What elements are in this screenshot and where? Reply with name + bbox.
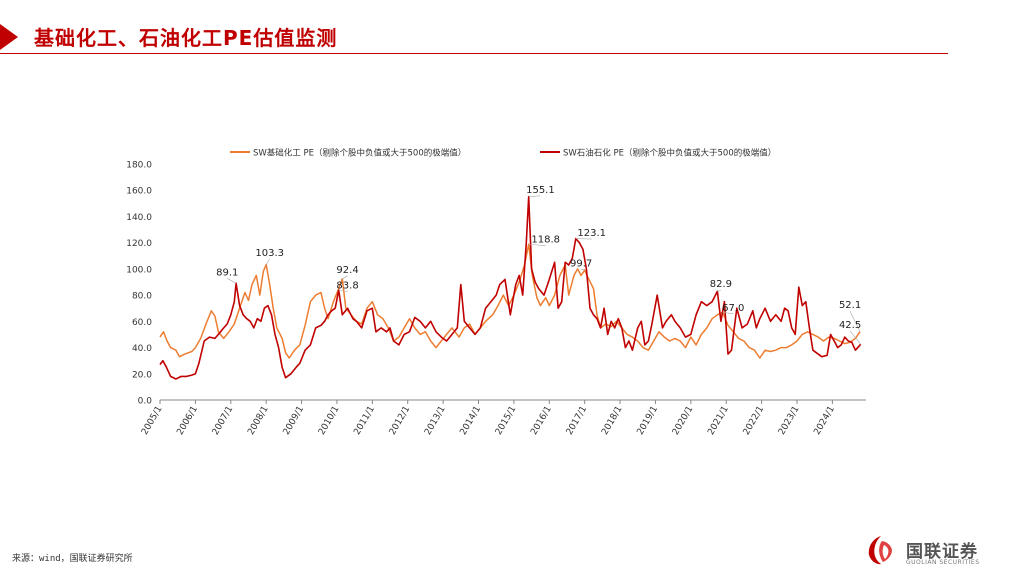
x-tick-label: 2006/1	[175, 405, 199, 437]
x-tick-label: 2005/1	[140, 405, 164, 437]
annotation-leader-line	[265, 258, 270, 265]
title-arrow-icon	[0, 24, 18, 50]
series-line-petrochemicals	[159, 195, 862, 380]
y-tick-label: 0.0	[138, 397, 153, 407]
annotation-leader-line	[849, 311, 861, 332]
annotation-leader-line	[528, 243, 546, 246]
data-label: 118.8	[531, 235, 560, 246]
logo-name-cn: 国联证券	[906, 542, 978, 562]
x-tick-label: 2024/1	[812, 405, 836, 437]
y-tick-label: 100.0	[126, 265, 152, 275]
annotation-leader-line	[722, 311, 734, 315]
data-label: 92.4	[336, 265, 358, 276]
annotation-leader-line	[342, 275, 348, 280]
y-tick-label: 80.0	[132, 292, 152, 302]
x-tick-label: 2022/1	[742, 405, 766, 437]
y-tick-label: 60.0	[132, 318, 152, 328]
y-tick-label: 120.0	[126, 239, 152, 249]
annotation-leader-line	[338, 289, 348, 292]
annotation-leader-line	[849, 330, 861, 345]
data-label: 155.1	[526, 185, 555, 196]
company-logo: 国联证券 GUOLIAN SECURITIES	[866, 533, 996, 573]
data-label: 52.1	[839, 300, 861, 311]
x-tick-label: 2020/1	[671, 405, 695, 437]
y-tick-label: 20.0	[132, 370, 152, 380]
data-label: 123.1	[577, 228, 606, 239]
x-tick-label: 2018/1	[600, 405, 624, 437]
legend-label: SW石油石化 PE（剔除个股中负值或大于500的极端值）	[563, 148, 776, 159]
x-tick-label: 2012/1	[388, 405, 412, 437]
x-tick-label: 2019/1	[636, 405, 660, 437]
data-label: 99.7	[570, 258, 592, 269]
annotation-leader-line	[717, 289, 721, 292]
x-tick-label: 2009/1	[282, 405, 306, 437]
data-label: 82.9	[710, 279, 732, 290]
x-tick-label: 2021/1	[706, 405, 730, 437]
data-label: 89.1	[216, 267, 238, 278]
data-label: 67.0	[722, 303, 744, 314]
y-tick-label: 140.0	[126, 213, 152, 223]
x-tick-label: 2010/1	[317, 405, 341, 437]
x-tick-label: 2023/1	[777, 405, 801, 437]
x-tick-label: 2014/1	[459, 404, 483, 436]
x-tick-label: 2011/1	[352, 405, 376, 437]
annotation-leader-line	[528, 195, 541, 197]
logo-name-en: GUOLIAN SECURITIES	[906, 559, 980, 566]
data-label: 42.5	[839, 320, 861, 331]
page-title: 基础化工、石油化工PE估值监测	[34, 26, 338, 50]
x-tick-label: 2007/1	[211, 405, 235, 437]
data-label: 83.8	[336, 281, 358, 292]
legend-label: SW基础化工 PE（剔除个股中负值或大于500的极端值）	[253, 148, 466, 159]
y-tick-label: 40.0	[132, 344, 152, 354]
x-tick-label: 2013/1	[423, 405, 447, 437]
x-tick-label: 2008/1	[246, 405, 270, 437]
x-tick-label: 2015/1	[494, 405, 518, 437]
y-tick-label: 160.0	[126, 187, 152, 197]
source-note: 来源：wind，国联证券研究所	[12, 554, 133, 564]
x-tick-label: 2016/1	[529, 405, 553, 437]
logo-mark-icon	[868, 536, 892, 565]
annotation-leader-line	[227, 278, 237, 284]
annotation-leader-line	[575, 238, 592, 240]
x-tick-label: 2017/1	[565, 405, 589, 437]
data-label: 103.3	[255, 248, 284, 259]
y-tick-label: 180.0	[126, 161, 152, 171]
title-divider	[0, 53, 948, 54]
series-line-basic-chemicals	[159, 243, 861, 359]
